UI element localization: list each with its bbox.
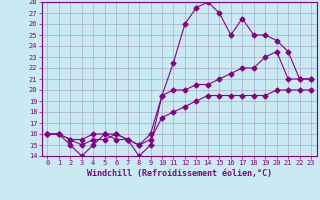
X-axis label: Windchill (Refroidissement éolien,°C): Windchill (Refroidissement éolien,°C) xyxy=(87,169,272,178)
